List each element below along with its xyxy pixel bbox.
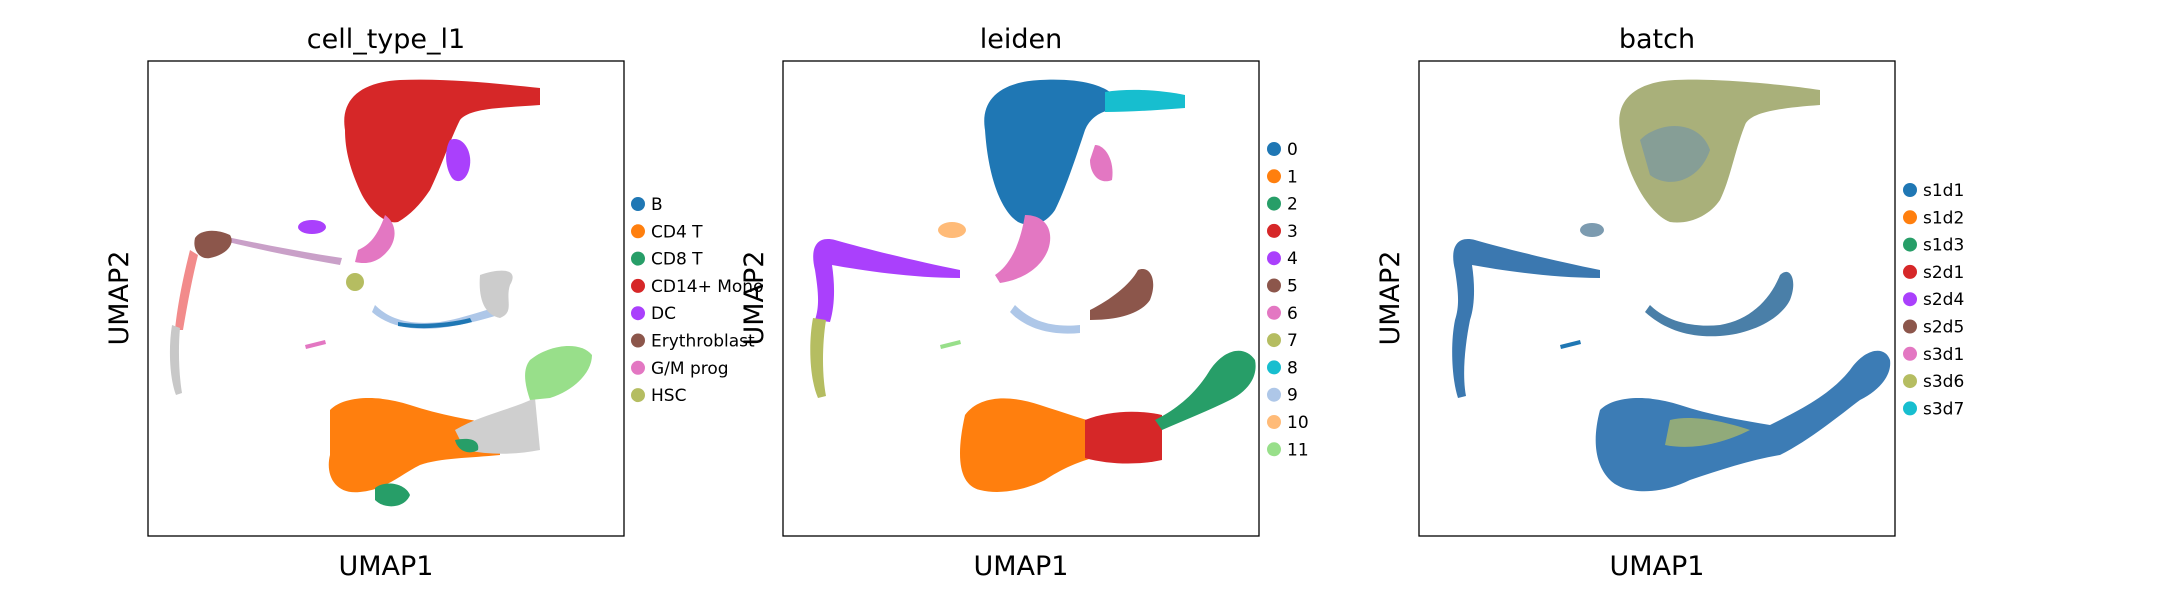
legend-label: s3d1 bbox=[1923, 345, 1964, 365]
legend-marker bbox=[1267, 169, 1281, 184]
legend-label: 5 bbox=[1287, 277, 1298, 297]
x-axis-label: UMAP1 bbox=[974, 551, 1069, 582]
legend-label: CD4 T bbox=[651, 222, 703, 242]
legend-marker bbox=[1903, 319, 1917, 334]
legend-label: 10 bbox=[1287, 413, 1309, 433]
legend-label: s3d7 bbox=[1923, 399, 1964, 419]
legend-marker bbox=[631, 306, 645, 321]
legend-marker bbox=[1267, 251, 1281, 266]
legend-label: 1 bbox=[1287, 167, 1298, 187]
x-axis-label: UMAP1 bbox=[1610, 551, 1705, 582]
legend-marker bbox=[631, 388, 645, 403]
x-axis-label: UMAP1 bbox=[339, 551, 434, 582]
axes-frame bbox=[147, 60, 625, 537]
legend-label: HSC bbox=[651, 386, 686, 406]
legend: s1d1 s1d2 s1d3 s2d1 s2d4 s2d5 s3d1 s3d6 s3d7 bbox=[1903, 181, 1964, 419]
legend-label: 9 bbox=[1287, 386, 1298, 406]
legend-marker bbox=[631, 251, 645, 266]
legend-marker bbox=[1903, 210, 1917, 225]
legend-label: CD8 T bbox=[651, 250, 703, 270]
cell-type-point-clusters bbox=[169, 79, 592, 507]
batch-point-clusters bbox=[1452, 79, 1891, 492]
legend-label: 0 bbox=[1287, 140, 1298, 160]
legend-marker bbox=[1267, 360, 1281, 375]
legend-marker bbox=[1903, 292, 1917, 307]
legend-label: 7 bbox=[1287, 331, 1298, 351]
legend-label: B bbox=[651, 195, 663, 215]
legend-marker bbox=[1267, 196, 1281, 211]
panel-batch: batch UMAP1 UMAP2 s1d1 s1d2 s1d3 s2d1 s2d4 s2… bbox=[1375, 24, 1964, 582]
y-axis-label: UMAP2 bbox=[104, 251, 135, 346]
legend-label: 2 bbox=[1287, 195, 1298, 215]
legend-marker bbox=[631, 278, 645, 293]
legend-marker bbox=[1267, 415, 1281, 429]
legend-marker bbox=[631, 224, 645, 239]
legend-label: s2d5 bbox=[1923, 318, 1964, 338]
legend-marker bbox=[1267, 223, 1281, 238]
legend-marker bbox=[631, 197, 645, 211]
legend-marker bbox=[1267, 387, 1281, 402]
legend-marker bbox=[1267, 142, 1281, 156]
axes-frame bbox=[1418, 60, 1896, 537]
legend-marker bbox=[1903, 374, 1917, 389]
leiden-point-clusters bbox=[810, 79, 1256, 492]
legend: 0 1 2 3 4 5 6 7 8 9 10 11 bbox=[1267, 140, 1309, 460]
legend: B CD4 T CD8 T CD14+ Mono DC Erythroblast G/M p… bbox=[631, 195, 763, 406]
legend-label: CD14+ Mono bbox=[651, 277, 763, 297]
chart-title: batch bbox=[1619, 24, 1695, 55]
legend-marker bbox=[631, 360, 645, 375]
chart-title: leiden bbox=[980, 24, 1062, 55]
legend-marker bbox=[1267, 442, 1281, 457]
legend-label: Erythroblast bbox=[651, 332, 755, 352]
legend-marker bbox=[1903, 346, 1917, 361]
legend-label: 11 bbox=[1287, 440, 1309, 460]
panel-leiden: leiden UMAP1 UMAP2 0 1 2 3 4 5 6 7 8 9 10 11 bbox=[739, 24, 1309, 582]
legend-marker bbox=[1267, 333, 1281, 348]
legend-label: s3d6 bbox=[1923, 372, 1964, 392]
axes-frame bbox=[782, 60, 1260, 537]
panel-cell-type: cell_type_l1 UMAP1 UMAP2 B CD4 T CD8 T CD14… bbox=[104, 24, 763, 582]
legend-label: 6 bbox=[1287, 304, 1298, 324]
legend-marker bbox=[631, 333, 645, 348]
legend-label: 4 bbox=[1287, 249, 1298, 269]
legend-label: 8 bbox=[1287, 358, 1298, 378]
legend-label: DC bbox=[651, 304, 676, 324]
legend-label: s1d2 bbox=[1923, 208, 1964, 228]
y-axis-label: UMAP2 bbox=[1375, 251, 1406, 346]
legend-marker bbox=[1903, 401, 1917, 416]
legend-marker bbox=[1267, 305, 1281, 320]
legend-label: s1d1 bbox=[1923, 181, 1964, 201]
y-axis-label: UMAP2 bbox=[739, 251, 770, 346]
legend-label: 3 bbox=[1287, 222, 1298, 242]
legend-marker bbox=[1903, 183, 1917, 197]
legend-label: s1d3 bbox=[1923, 236, 1964, 256]
legend-label: s2d1 bbox=[1923, 263, 1964, 283]
legend-marker bbox=[1903, 237, 1917, 252]
legend-label: s2d4 bbox=[1923, 290, 1964, 310]
legend-marker bbox=[1903, 264, 1917, 279]
legend-marker bbox=[1267, 278, 1281, 293]
legend-label: G/M prog bbox=[651, 359, 729, 379]
chart-title: cell_type_l1 bbox=[307, 24, 465, 55]
